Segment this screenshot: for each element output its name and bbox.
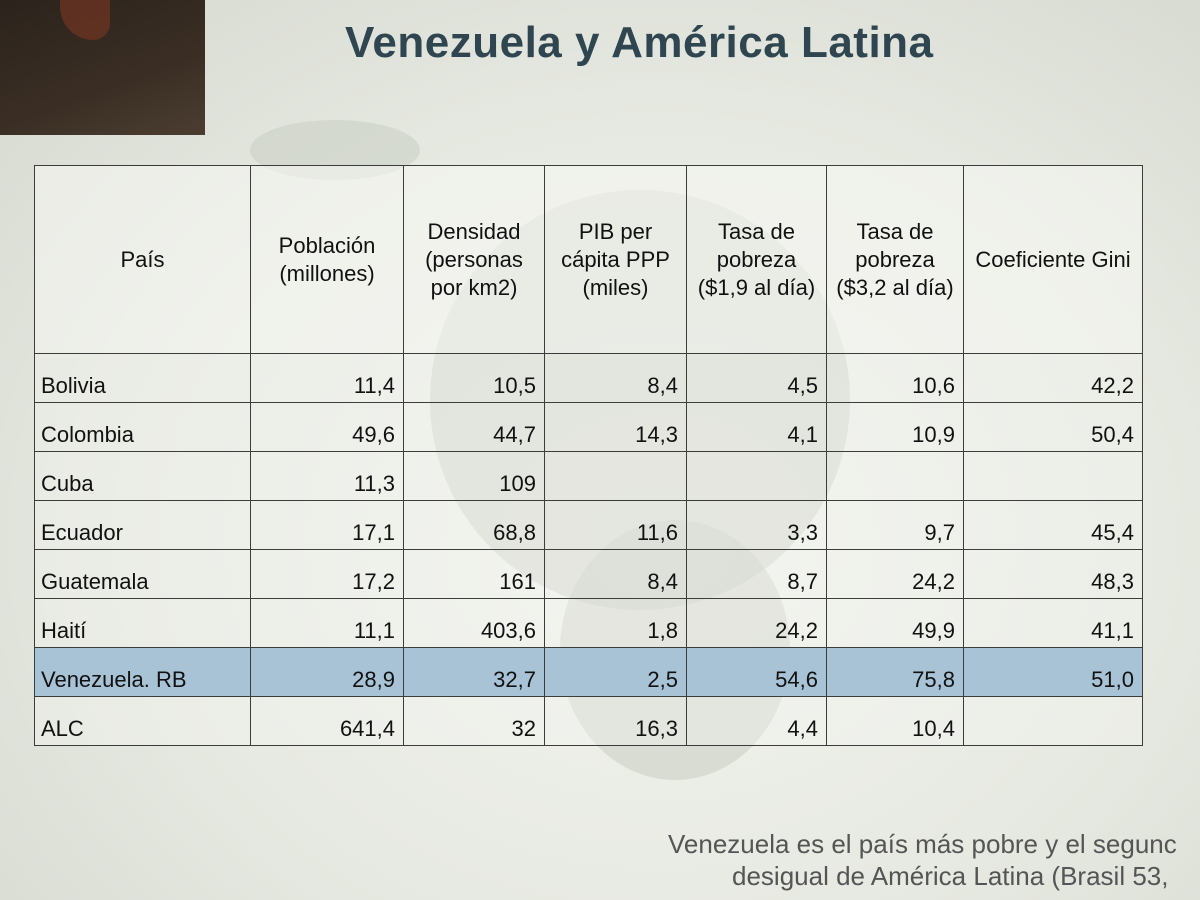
cell-value: 44,7 [403, 402, 545, 452]
cell-value: 32 [403, 696, 545, 746]
table-row: ALC 641,4 32 16,3 4,4 10,4 [34, 696, 1143, 746]
cell-value: 32,7 [403, 647, 545, 697]
footer-text: Venezuela es el país más pobre y el segu… [668, 828, 1177, 892]
cell-value: 48,3 [963, 549, 1143, 599]
cell-country: Venezuela. RB [34, 647, 251, 697]
cell-value: 17,2 [250, 549, 404, 599]
cell-value: 24,2 [686, 598, 827, 648]
cell-value: 54,6 [686, 647, 827, 697]
table-row: Ecuador 17,1 68,8 11,6 3,3 9,7 45,4 [34, 500, 1143, 550]
cell-country: ALC [34, 696, 251, 746]
cell-value: 8,4 [544, 353, 687, 403]
cell-country: Haití [34, 598, 251, 648]
cell-value: 11,4 [250, 353, 404, 403]
cell-country: Ecuador [34, 500, 251, 550]
cell-value: 45,4 [963, 500, 1143, 550]
cell-country: Bolivia [34, 353, 251, 403]
cell-value: 10,4 [826, 696, 964, 746]
cell-value: 2,5 [544, 647, 687, 697]
table-row-highlighted: Venezuela. RB 28,9 32,7 2,5 54,6 75,8 51… [34, 647, 1143, 697]
table-row: Haití 11,1 403,6 1,8 24,2 49,9 41,1 [34, 598, 1143, 648]
table-row: Bolivia 11,4 10,5 8,4 4,5 10,6 42,2 [34, 353, 1143, 403]
decorative-blob [60, 0, 110, 40]
cell-value [963, 451, 1143, 501]
cell-value: 1,8 [544, 598, 687, 648]
column-header: Densidad (personas por km2) [403, 165, 545, 354]
cell-value: 10,5 [403, 353, 545, 403]
cell-value: 16,3 [544, 696, 687, 746]
cell-value: 4,1 [686, 402, 827, 452]
cell-value: 49,6 [250, 402, 404, 452]
column-header: Tasa de pobreza ($1,9 al día) [686, 165, 827, 354]
cell-value: 9,7 [826, 500, 964, 550]
cell-value: 641,4 [250, 696, 404, 746]
column-header: Población (millones) [250, 165, 404, 354]
cell-value: 41,1 [963, 598, 1143, 648]
table-header-row: País Población (millones) Densidad (pers… [34, 165, 1143, 354]
cell-country: Cuba [34, 451, 251, 501]
cell-value: 8,7 [686, 549, 827, 599]
cell-value: 24,2 [826, 549, 964, 599]
cell-value [826, 451, 964, 501]
cell-value [963, 696, 1143, 746]
column-header: Coeficiente Gini [963, 165, 1143, 354]
cell-value: 3,3 [686, 500, 827, 550]
cell-value: 4,4 [686, 696, 827, 746]
column-header: Tasa de pobreza ($3,2 al día) [826, 165, 964, 354]
column-header: PIB per cápita PPP (miles) [544, 165, 687, 354]
cell-value: 4,5 [686, 353, 827, 403]
cell-value: 75,8 [826, 647, 964, 697]
cell-value [686, 451, 827, 501]
footer-line-1: Venezuela es el país más pobre y el segu… [668, 829, 1177, 859]
cell-value: 11,6 [544, 500, 687, 550]
data-table: País Población (millones) Densidad (pers… [34, 165, 1143, 746]
table-row: Colombia 49,6 44,7 14,3 4,1 10,9 50,4 [34, 402, 1143, 452]
cell-value: 11,3 [250, 451, 404, 501]
table-row: Cuba 11,3 109 [34, 451, 1143, 501]
cell-country: Colombia [34, 402, 251, 452]
cell-value: 10,6 [826, 353, 964, 403]
cell-value: 14,3 [544, 402, 687, 452]
cell-value: 68,8 [403, 500, 545, 550]
table-row: Guatemala 17,2 161 8,4 8,7 24,2 48,3 [34, 549, 1143, 599]
cell-value: 51,0 [963, 647, 1143, 697]
cell-value: 28,9 [250, 647, 404, 697]
cell-value: 17,1 [250, 500, 404, 550]
cell-value [544, 451, 687, 501]
cell-country: Guatemala [34, 549, 251, 599]
cell-value: 161 [403, 549, 545, 599]
column-header: País [34, 165, 251, 354]
cell-value: 11,1 [250, 598, 404, 648]
cell-value: 50,4 [963, 402, 1143, 452]
footer-line-2: desigual de América Latina (Brasil 53, [732, 861, 1169, 891]
cell-value: 49,9 [826, 598, 964, 648]
cell-value: 42,2 [963, 353, 1143, 403]
slide-title: Venezuela y América Latina [345, 18, 934, 67]
cell-value: 403,6 [403, 598, 545, 648]
cell-value: 8,4 [544, 549, 687, 599]
dark-overlay [0, 0, 205, 135]
cell-value: 10,9 [826, 402, 964, 452]
cell-value: 109 [403, 451, 545, 501]
